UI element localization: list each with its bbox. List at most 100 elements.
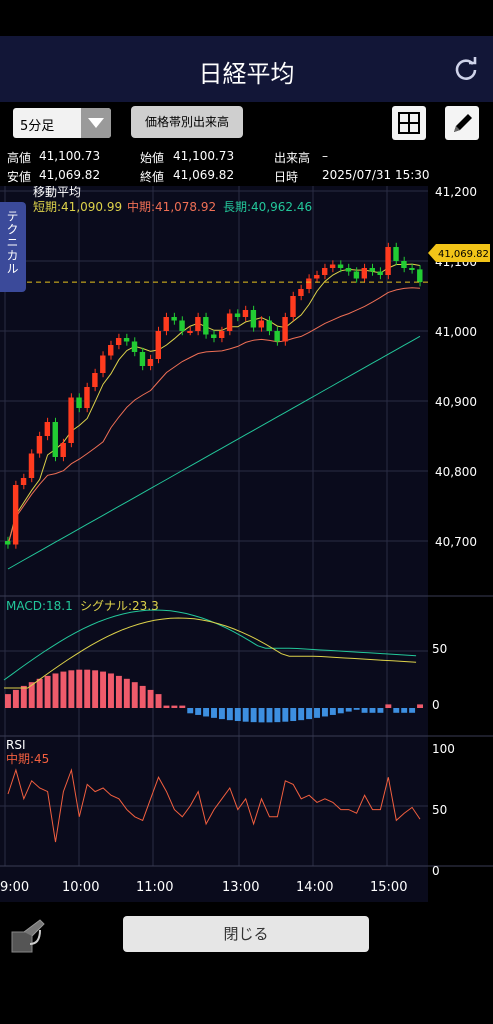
rsi-panel [7,768,421,843]
macd-histogram-bar [290,708,297,722]
candle-body [187,331,193,333]
macd-histogram-bar [123,678,130,708]
candle-body [171,317,177,321]
macd-histogram-bar [393,708,400,713]
macd-panel [3,609,423,723]
candle-body [20,478,27,485]
macd-histogram-bar [203,708,210,717]
grid-layout-button[interactable] [392,106,426,140]
price-tick-41000: 41,000 [435,325,477,339]
time-tick-1400: 14:00 [296,880,333,895]
price-chart[interactable]: 移動平均 短期:41,090.99 中期:41,078.92 長期:40,962… [0,186,493,902]
grid-icon [398,112,420,134]
macd-histogram-bar [226,708,233,721]
signal-label: シグナル:23.3 [80,599,159,613]
candle-body [298,289,304,296]
rotate-icon[interactable] [10,918,46,954]
candle-body [211,334,217,338]
candle-body [52,422,58,457]
price-tick-40700: 40,700 [435,535,477,549]
macd-histogram-bar [417,704,423,708]
draw-button[interactable] [445,106,479,140]
candle-body [361,268,368,279]
candle-body [337,264,344,268]
price-tick-40900: 40,900 [435,395,477,409]
candle-body [131,341,138,352]
macd-tick-0: 0 [432,698,440,712]
candle-body [60,443,66,457]
candle-body [369,268,375,272]
candle-body [353,271,360,279]
macd-histogram-bar [377,708,384,713]
macd-histogram-bar [306,708,313,720]
macd-histogram-bar [329,708,336,715]
macd-histogram-bar [147,689,154,708]
candle-body [68,397,74,443]
chevron-down-icon [81,108,111,138]
page-title: 日経平均 [198,60,295,88]
macd-histogram-bar [187,708,194,714]
rsi-mid-label: 中期:45 [6,751,49,766]
candle-body [409,268,415,270]
low-value: 41,069.82 [39,168,101,182]
macd-histogram-bar [52,673,59,708]
candle-body [36,436,43,454]
candle-body [274,331,280,342]
macd-histogram-bar [36,678,43,708]
ma-short-label: 短期:41,090.99 [33,200,122,214]
candle-body [385,247,391,275]
candle-body [147,359,154,366]
macd-histogram-bar [139,685,146,708]
candle-body [139,352,146,366]
candle-body [290,296,296,317]
refresh-icon[interactable] [453,56,479,82]
candle-body [401,261,407,268]
candle-body [76,397,82,408]
candle-body [44,422,51,436]
candle-body [115,338,122,345]
candle-body [84,387,90,408]
macd-histogram-bar [258,708,265,723]
ma-short-line [7,263,421,545]
macd-histogram-bar [321,708,328,717]
high-value: 41,100.73 [39,149,101,163]
candle-body [266,320,272,331]
macd-histogram-bar [163,705,170,708]
datetime-value: 2025/07/31 15:30 [322,168,430,182]
macd-tick-50: 50 [432,642,447,656]
macd-histogram-bar [20,685,27,708]
technical-tab[interactable]: テクニカル [0,202,26,292]
time-tick-1000: 10:00 [62,880,99,895]
candle-body [163,317,169,331]
ma-mid-label: 中期:41,078.92 [127,199,216,214]
macd-histogram-bar [345,708,352,712]
candle-body [258,320,265,328]
macd-histogram-bar [361,708,368,713]
close-button[interactable]: 閉じる [123,916,369,952]
rsi-tick-50: 50 [432,803,447,817]
candle-body [345,268,352,272]
candle-body [242,310,249,317]
ma-mid-line [7,287,421,545]
price-tag-value: 41,069.82 [438,249,489,260]
high-label: 高値 [7,151,32,165]
candle-body [218,331,225,338]
volume-profile-button[interactable]: 価格帯別出来高 [131,106,243,138]
datetime-label: 日時 [274,170,299,184]
pen-icon [454,114,472,132]
candle-body [5,541,11,545]
signal-line [4,617,417,689]
macd-histogram-bar [5,694,11,708]
rsi-line [7,768,421,843]
candle-body [417,269,423,283]
period-select[interactable]: 5分足 [13,108,111,138]
macd-histogram-bar [131,682,138,708]
candle-body [314,275,320,279]
macd-histogram-bar [385,704,392,708]
time-tick-1300: 13:00 [222,880,259,895]
rsi-title: RSI [6,738,26,752]
macd-histogram-bar [84,669,91,708]
macd-histogram-bar [401,708,408,713]
price-tick-40800: 40,800 [435,465,477,479]
macd-histogram-bar [234,708,241,722]
